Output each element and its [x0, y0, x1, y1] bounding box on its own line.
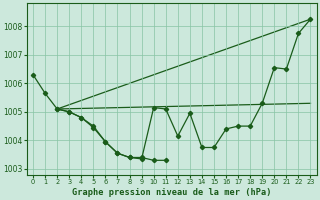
X-axis label: Graphe pression niveau de la mer (hPa): Graphe pression niveau de la mer (hPa) — [72, 188, 272, 197]
